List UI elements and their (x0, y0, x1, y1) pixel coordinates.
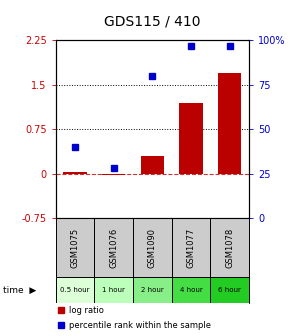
Text: percentile rank within the sample: percentile rank within the sample (69, 321, 211, 330)
Bar (56, 218, 94, 277)
Bar (94, 277, 133, 303)
Text: 1 hour: 1 hour (102, 287, 125, 293)
Text: time  ▶: time ▶ (3, 286, 36, 295)
Text: GSM1077: GSM1077 (187, 227, 195, 268)
Text: GSM1075: GSM1075 (71, 228, 79, 268)
Text: 6 hour: 6 hour (218, 287, 241, 293)
Bar (133, 218, 172, 277)
Bar (141, 156, 164, 174)
Bar (179, 102, 203, 174)
Text: 0.5 hour: 0.5 hour (60, 287, 90, 293)
Text: log ratio: log ratio (69, 306, 104, 315)
Bar (63, 172, 87, 174)
Bar (56, 277, 94, 303)
Text: GSM1090: GSM1090 (148, 228, 157, 268)
Text: 2 hour: 2 hour (141, 287, 164, 293)
Bar (172, 277, 210, 303)
Text: GSM1078: GSM1078 (225, 227, 234, 268)
Bar (172, 218, 210, 277)
Text: 4 hour: 4 hour (180, 287, 202, 293)
Bar (102, 174, 125, 175)
Bar (210, 277, 249, 303)
Bar (218, 73, 241, 174)
Bar (94, 218, 133, 277)
Text: GDS115 / 410: GDS115 / 410 (104, 14, 201, 29)
Bar (210, 218, 249, 277)
Bar (133, 277, 172, 303)
Text: GSM1076: GSM1076 (109, 227, 118, 268)
